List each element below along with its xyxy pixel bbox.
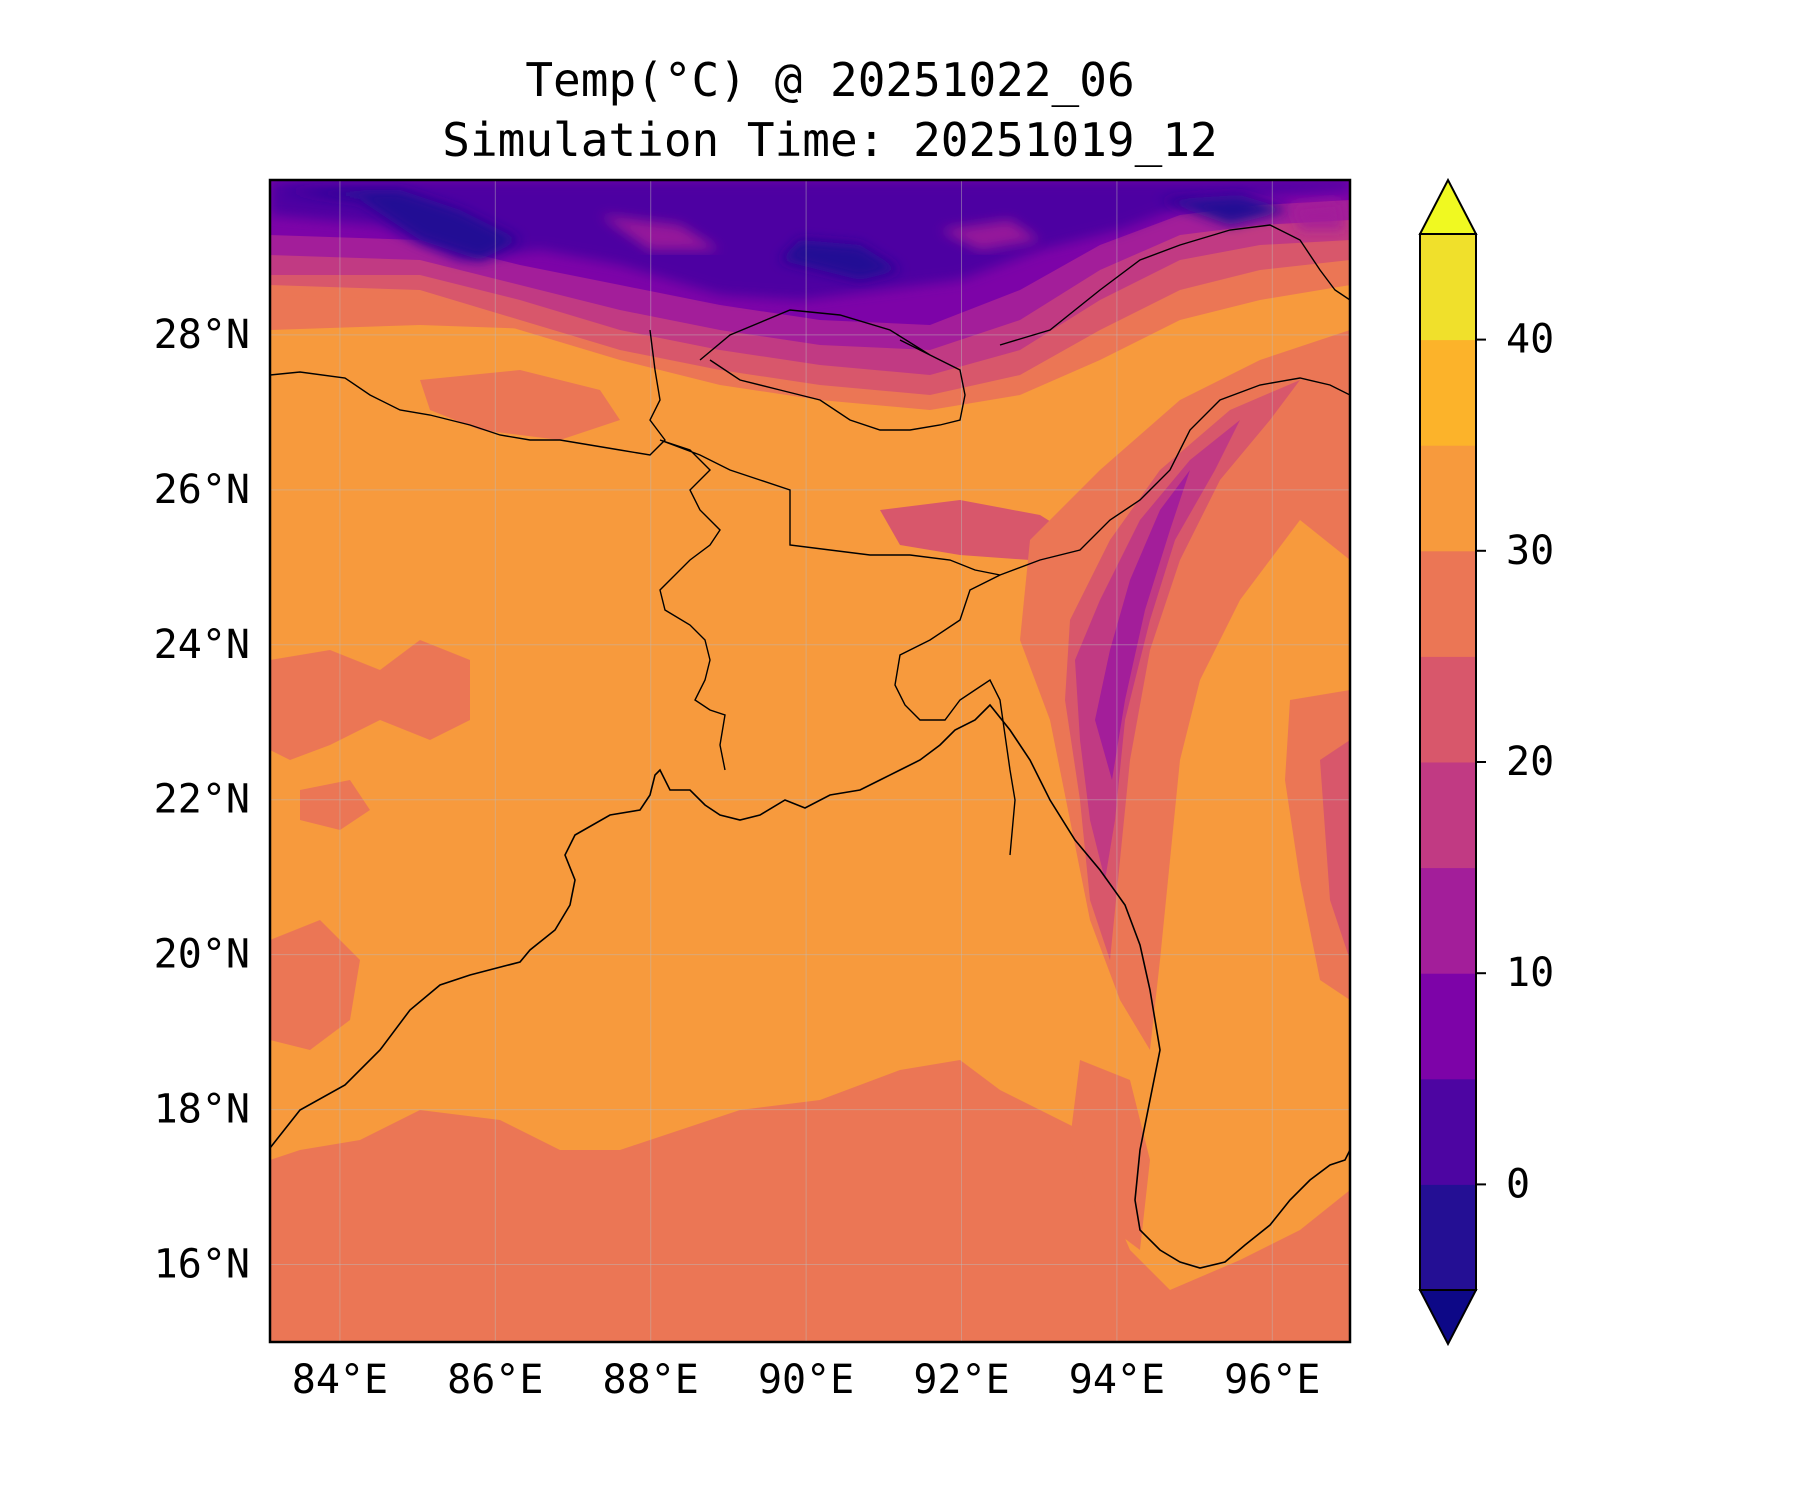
coastline [270,703,1350,1269]
lat-tick-label: 28°N [154,312,250,358]
latitude-tick-labels: 16°N 18°N 20°N 22°N 24°N 26°N 28°N [154,312,250,1288]
colorbar-segment [1420,234,1476,341]
colorbar-segment [1420,867,1476,974]
lon-tick-label: 90°E [758,1357,854,1403]
colorbar-under-arrow [1418,1289,1478,1347]
sea-patch-a [1070,1060,1150,1250]
colorbar-segment [1420,656,1476,763]
lon-tick-label: 88°E [603,1357,699,1403]
colorbar-tick-label: 10 [1506,950,1554,996]
colorbar-segment [1420,339,1476,446]
lat-tick-label: 16°N [154,1242,250,1288]
lon-tick-label: 96°E [1224,1357,1320,1403]
colorbar-tick-label: 30 [1506,528,1554,574]
lat-tick-label: 22°N [154,777,250,823]
lat-tick-label: 20°N [154,932,250,978]
lat-tick-label: 26°N [154,467,250,513]
colorbar-segment [1420,1184,1476,1291]
lon-tick-label: 92°E [913,1357,1009,1403]
west-patch-3 [300,780,370,830]
colorbar: 0 10 20 30 40 [1418,177,1554,1347]
lat-tick-label: 24°N [154,622,250,668]
map-subtitle: Simulation Time: 20251019_12 [442,113,1218,167]
ne-ranges-10-15 [1095,470,1190,780]
ne-ranges-15-20 [1075,420,1240,880]
ne-ranges-20-25 [1065,380,1300,960]
east-strip-20-25 [1320,740,1350,960]
himalaya-cold-patch [280,190,1290,280]
colorbar-segment [1420,1078,1476,1185]
colorbar-over-arrow [1418,177,1478,235]
lon-tick-label: 84°E [292,1357,388,1403]
lon-tick-label: 86°E [447,1357,543,1403]
west-patch-1 [270,640,470,760]
map-area [270,180,1350,1342]
colorbar-tick-label: 40 [1506,317,1554,363]
map-gridlines [270,180,1350,1342]
colorbar-segment [1420,550,1476,657]
colorbar-segment [1420,445,1476,552]
ganges-patch [420,370,620,440]
himalaya-magenta-streaks [600,200,1345,250]
colorbar-tick-label: 0 [1506,1161,1530,1207]
lat-tick-label: 18°N [154,1087,250,1133]
map-title: Temp(°C) @ 20251022_06 [525,53,1135,107]
country-borders [270,224,1350,856]
longitude-tick-labels: 84°E 86°E 88°E 90°E 92°E 94°E 96°E [292,1357,1321,1403]
colorbar-tick-label: 20 [1506,739,1554,785]
map-frame [268,178,1352,1344]
colorbar-segment [1420,762,1476,869]
lon-tick-label: 94°E [1069,1357,1165,1403]
west-patch-2 [270,920,360,1050]
colorbar-segment [1420,973,1476,1080]
himalaya-0-5 [270,180,1350,300]
